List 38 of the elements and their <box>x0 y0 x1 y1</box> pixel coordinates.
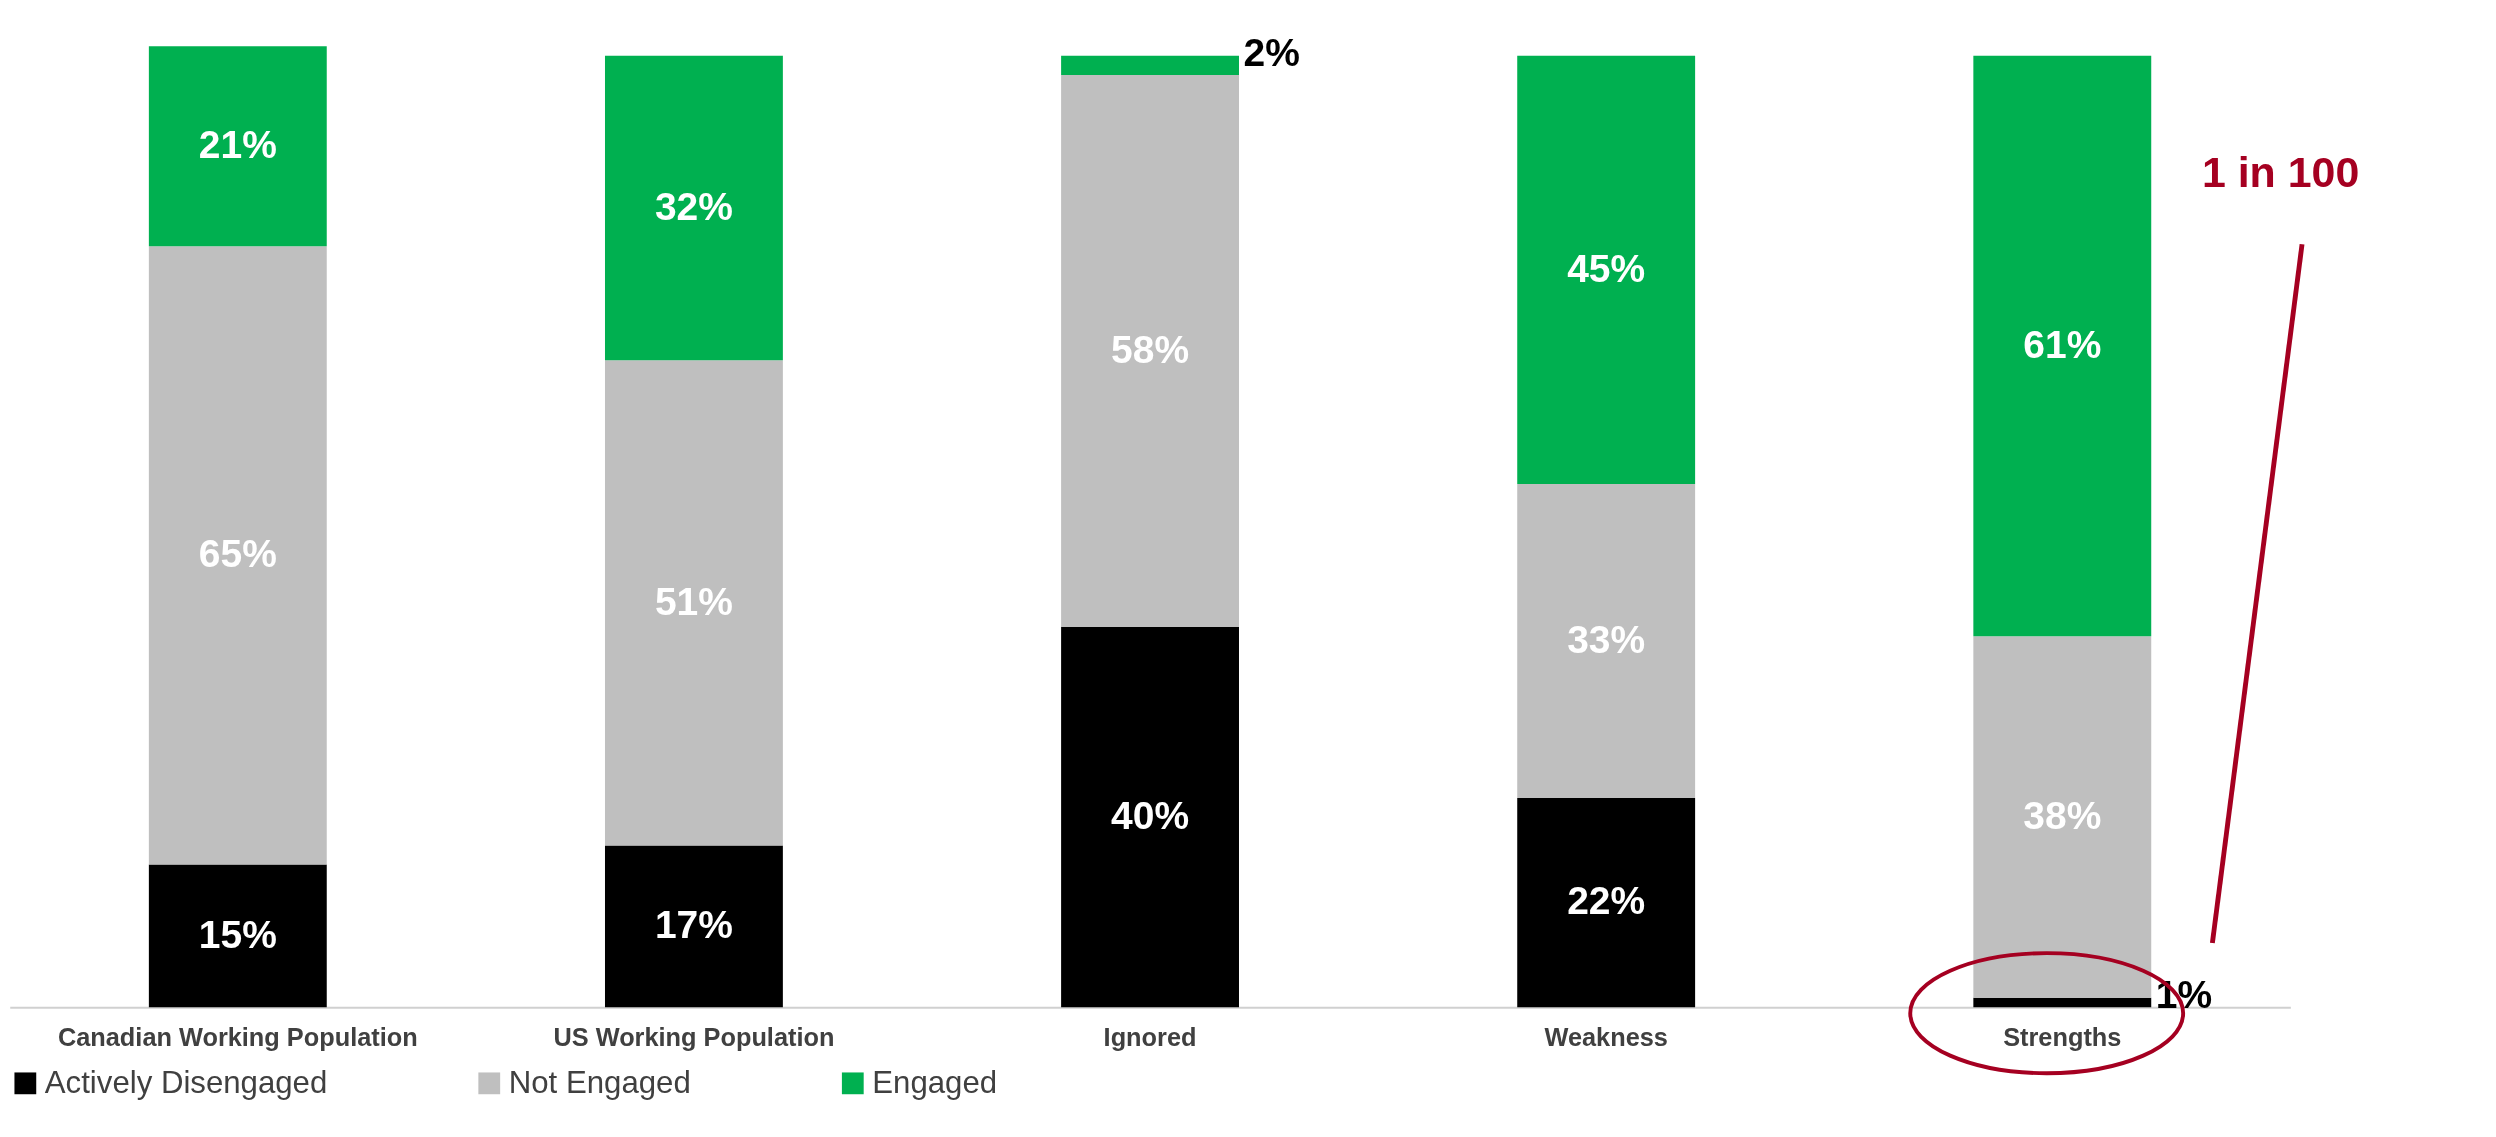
bar <box>1517 55 1696 485</box>
x-tick-label: US Working Population <box>553 1022 835 1051</box>
data-label: 32% <box>654 184 733 228</box>
bar <box>604 845 783 1008</box>
legend-label: Engaged <box>872 1065 998 1101</box>
bar <box>1973 997 2152 1008</box>
data-label: 51% <box>654 579 733 623</box>
x-tick-label: Ignored <box>1103 1022 1197 1051</box>
bar <box>1517 484 1696 798</box>
legend-label: Actively Disengaged <box>44 1065 328 1101</box>
data-label: 22% <box>1567 879 1646 923</box>
legend-label: Not Engaged <box>508 1065 691 1101</box>
x-tick-label: Weakness <box>1544 1022 1668 1051</box>
bar <box>1517 798 1696 1008</box>
bar <box>604 360 783 846</box>
data-label: 17% <box>654 903 733 947</box>
bar <box>604 55 783 361</box>
data-label: 33% <box>1567 617 1646 661</box>
bar <box>1973 55 2152 637</box>
bar <box>1061 626 1239 1008</box>
bar <box>148 246 327 865</box>
bar <box>148 46 327 247</box>
data-label: 21% <box>198 122 277 166</box>
data-label: 40% <box>1111 793 1190 837</box>
data-label: 65% <box>198 532 277 576</box>
data-label: 61% <box>2023 322 2102 366</box>
bar <box>148 864 327 1008</box>
data-label: 58% <box>1111 327 1190 371</box>
data-label: 45% <box>1567 246 1646 290</box>
bar <box>1061 55 1239 75</box>
data-label: 38% <box>2023 793 2102 837</box>
annotation: 1 in 100 <box>2201 147 2360 196</box>
x-tick-label: Strengths <box>2003 1022 2122 1051</box>
data-label: 2% <box>1243 30 1300 74</box>
data-label: 15% <box>198 912 277 956</box>
bar <box>1061 74 1239 627</box>
x-tick-label: Canadian Working Population <box>57 1022 418 1051</box>
bar <box>1973 636 2152 998</box>
